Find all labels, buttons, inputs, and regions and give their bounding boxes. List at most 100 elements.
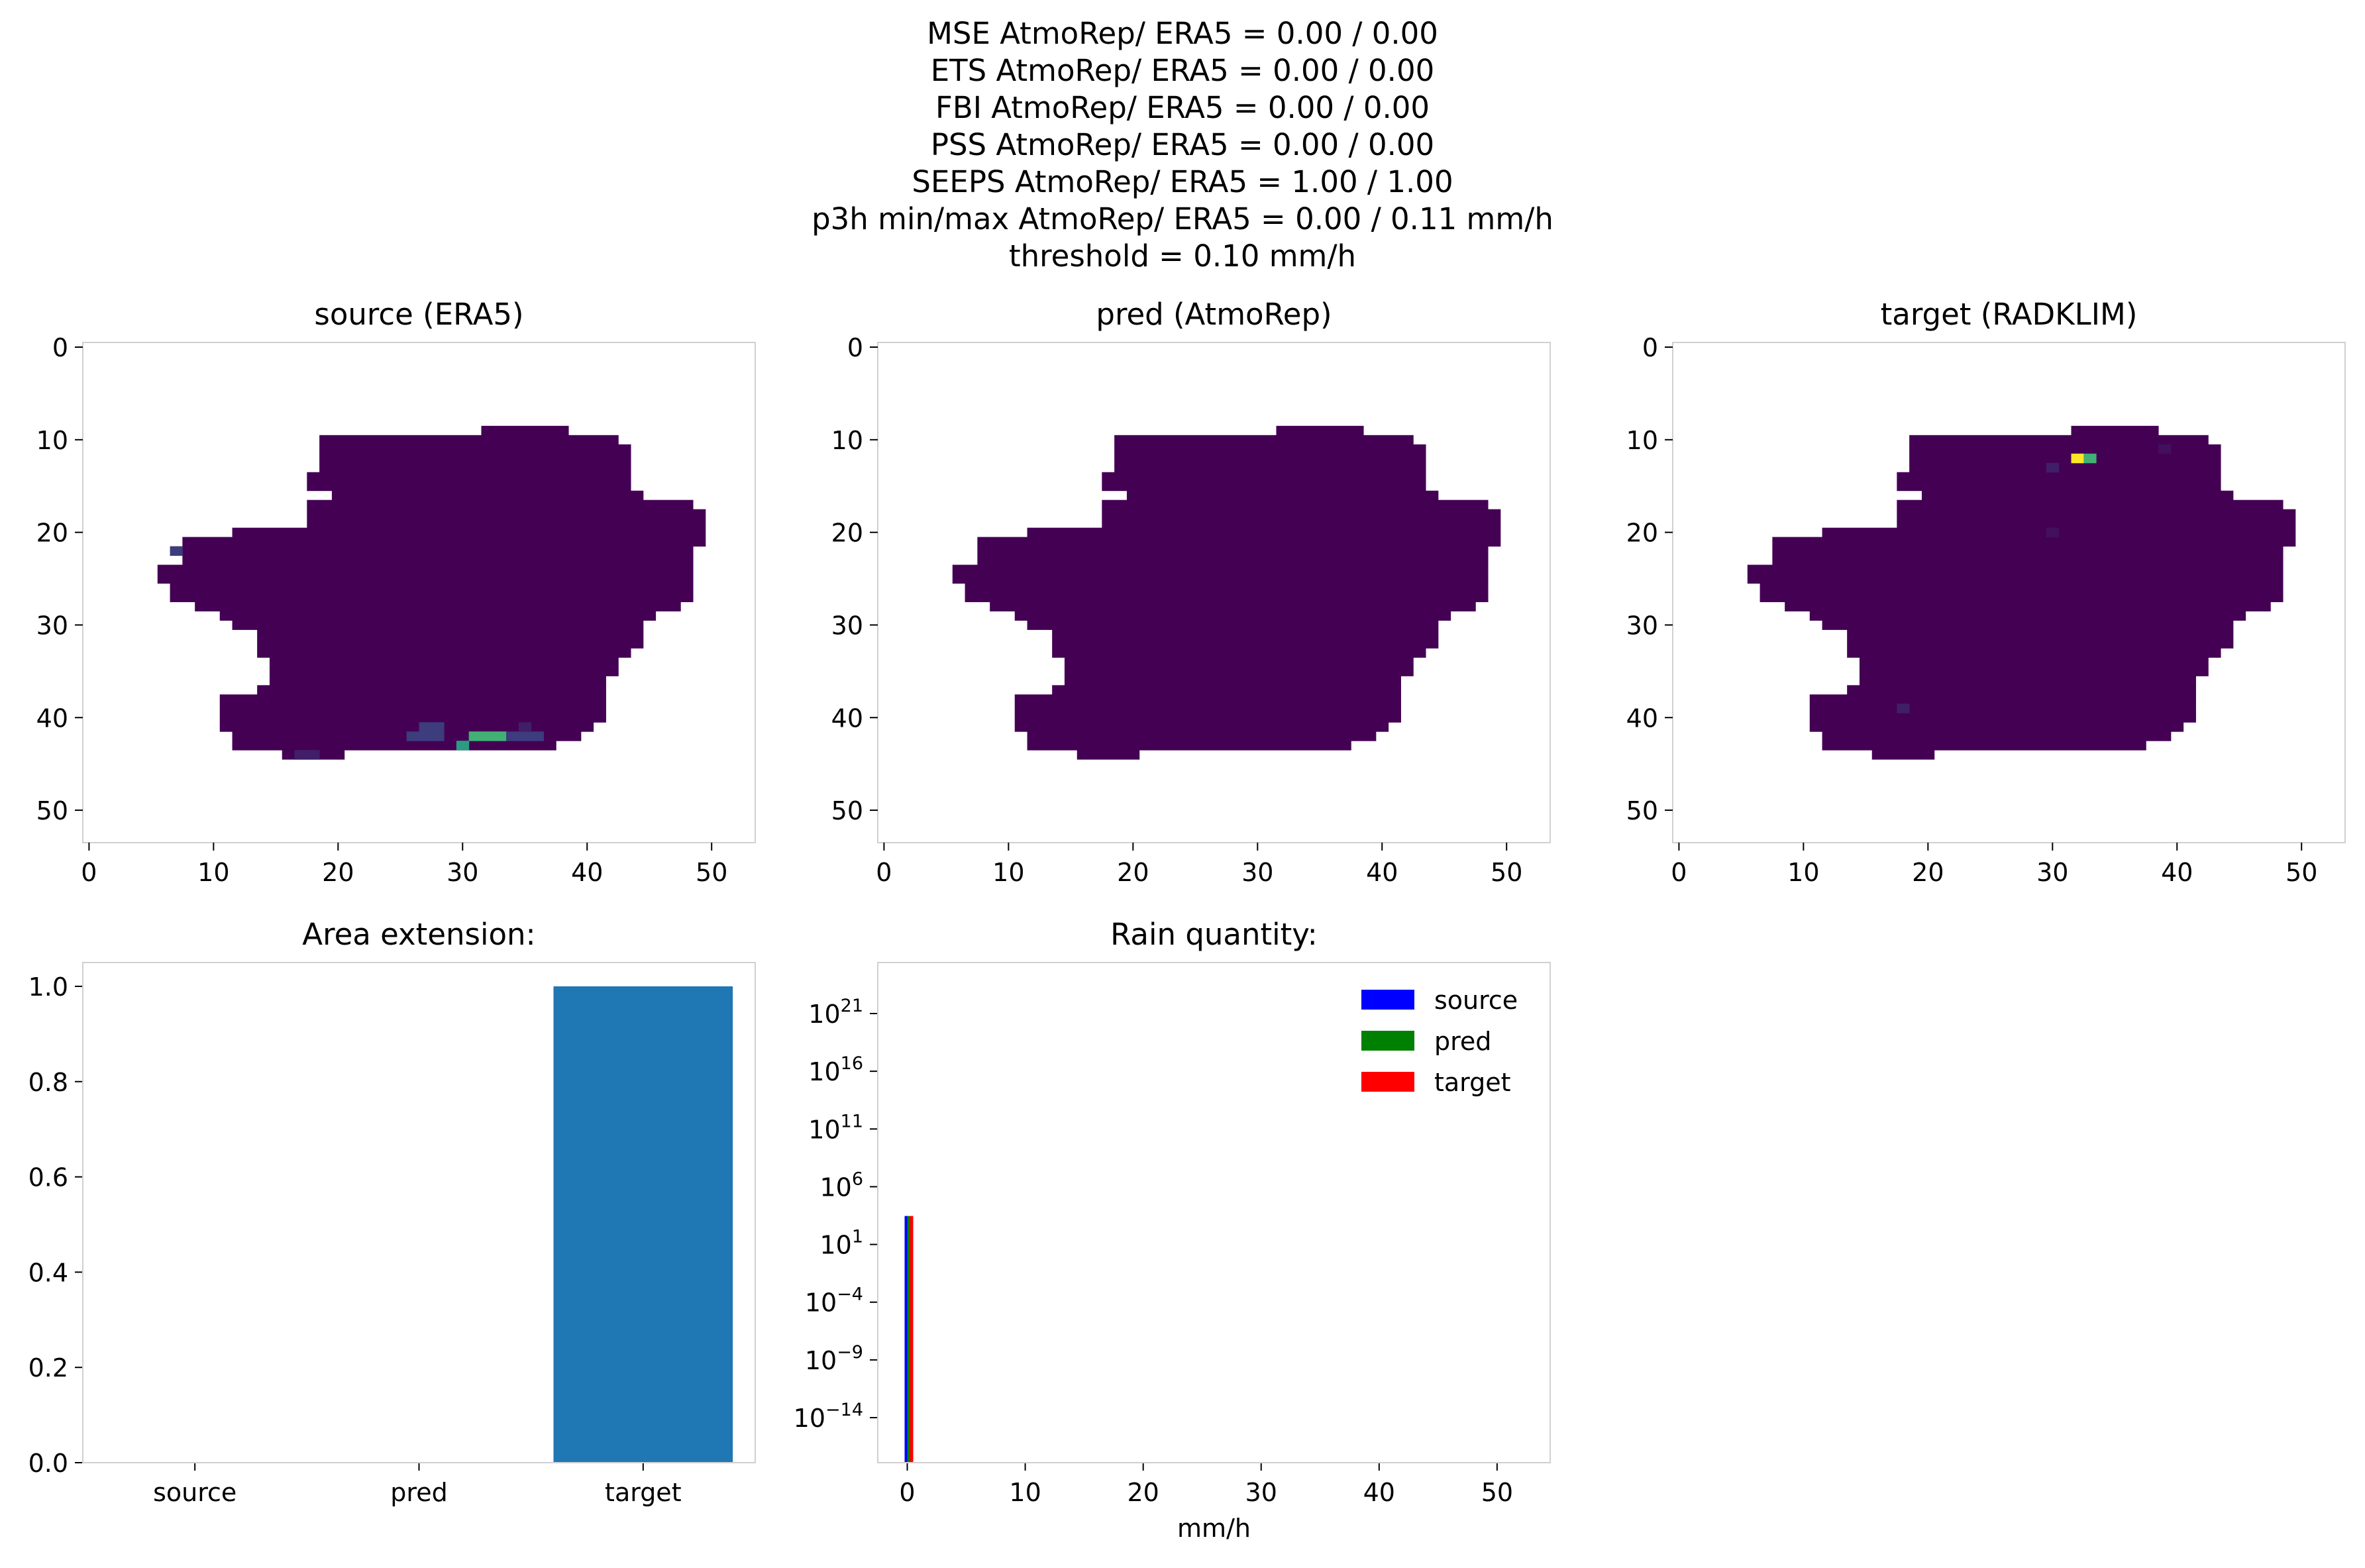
y-tick-label: 0.6 bbox=[28, 1163, 68, 1192]
axes-frame bbox=[1672, 342, 2346, 843]
x-tick-label: 40 bbox=[2161, 858, 2193, 887]
heatmap-row bbox=[1909, 435, 2209, 445]
heatmap-row bbox=[1052, 639, 1439, 649]
heatmap-row bbox=[1052, 629, 1439, 639]
heatmap-row bbox=[157, 574, 694, 584]
x-tick-label: 40 bbox=[1366, 858, 1398, 887]
heatmap-row bbox=[1785, 601, 2271, 611]
y-tick-label: 30 bbox=[831, 611, 863, 640]
legend-label: source bbox=[1434, 986, 1518, 1015]
heatmap-row bbox=[182, 546, 694, 556]
heatmap-row bbox=[1809, 704, 2196, 713]
heatmap-cell bbox=[456, 741, 470, 751]
legend-swatch-pred bbox=[1361, 1031, 1414, 1051]
heatmap-row bbox=[195, 601, 681, 611]
heatmap-cell bbox=[419, 722, 432, 732]
x-tick-label: 20 bbox=[1912, 858, 1944, 887]
heatmap-cell bbox=[468, 731, 482, 741]
heatmap-cell bbox=[506, 731, 519, 741]
y-tick-label: 1016 bbox=[808, 1053, 863, 1086]
heatmap-row bbox=[1772, 555, 2284, 566]
heatmap-row bbox=[1859, 676, 2196, 686]
heatmap-row bbox=[307, 509, 706, 519]
heatmap-row bbox=[157, 564, 694, 575]
legend-label: target bbox=[1434, 1068, 1511, 1097]
heatmap-row bbox=[1064, 676, 1401, 686]
y-tick-label: 10 bbox=[36, 426, 68, 455]
heatmap-row bbox=[965, 592, 1489, 602]
heatmap-row bbox=[1014, 611, 1451, 621]
x-tick-label: 10 bbox=[1787, 858, 1819, 887]
y-tick-label: 10 bbox=[1626, 426, 1658, 455]
heatmap-row bbox=[219, 611, 657, 621]
heatmap-cell bbox=[307, 750, 320, 760]
heatmap-row bbox=[1102, 518, 1501, 529]
heatmap-cell bbox=[2158, 444, 2172, 454]
y-tick-label: 0 bbox=[52, 333, 68, 362]
heatmap-row bbox=[1847, 639, 2234, 649]
area-extension-chart: Area extension: source pred target 0.0 0.2 0.4… bbox=[28, 917, 756, 1507]
heatmap-row bbox=[1014, 704, 1401, 713]
heatmap-row bbox=[319, 453, 631, 464]
heatmap-row bbox=[1064, 666, 1414, 676]
legend-label: pred bbox=[1434, 1027, 1491, 1056]
heatmap-row bbox=[219, 704, 606, 713]
heatmap-row bbox=[257, 639, 644, 649]
suptitle-line: FBI AtmoRep/ ERA5 = 0.00 / 0.00 bbox=[935, 90, 1430, 125]
heatmap-row bbox=[1847, 629, 2234, 639]
y-tick-label: 40 bbox=[1626, 704, 1658, 733]
y-tick-label: 106 bbox=[819, 1169, 863, 1202]
x-tick-label: 30 bbox=[1241, 858, 1273, 887]
heatmap-row bbox=[1747, 564, 2284, 575]
x-tick-label: 40 bbox=[571, 858, 603, 887]
y-tick-label: 0.0 bbox=[28, 1449, 68, 1478]
x-tick-label: 40 bbox=[1363, 1478, 1395, 1507]
y-tick-label: 50 bbox=[36, 796, 68, 825]
y-tick-label: 0 bbox=[1642, 333, 1658, 362]
heatmap-row bbox=[1052, 685, 1401, 695]
heatmap-row bbox=[1052, 648, 1426, 658]
y-tick-label: 1011 bbox=[808, 1111, 863, 1144]
heatmap-row bbox=[269, 657, 619, 667]
chart-title: Rain quantity: bbox=[1110, 917, 1318, 952]
heatmap-row bbox=[257, 629, 644, 639]
bar-target bbox=[553, 986, 733, 1463]
y-tick-label: 0 bbox=[847, 333, 863, 362]
heatmap-row bbox=[1772, 537, 2296, 547]
heatmap-row bbox=[1809, 722, 2184, 732]
x-tick-label: 10 bbox=[197, 858, 229, 887]
heatmap-panel: target (RADKLIM) 0 0 10 10 20 20 30 30 40 40 50 50 bbox=[1626, 297, 2346, 887]
heatmap-row bbox=[269, 666, 619, 676]
x-tick-label: pred bbox=[390, 1478, 447, 1507]
hist-bar-source bbox=[904, 1216, 908, 1463]
y-tick-label: 50 bbox=[831, 796, 863, 825]
y-tick-label: 101 bbox=[819, 1227, 863, 1260]
heatmap-row bbox=[1897, 481, 2221, 492]
heatmap-row bbox=[1276, 425, 1364, 436]
y-tick-label: 20 bbox=[831, 519, 863, 548]
x-tick-label: 20 bbox=[1127, 1478, 1159, 1507]
x-tick-label: 50 bbox=[1491, 858, 1522, 887]
heatmap-row bbox=[257, 648, 631, 658]
x-tick-label: 20 bbox=[1117, 858, 1149, 887]
heatmap-row bbox=[1114, 444, 1426, 454]
heatmap-row bbox=[1897, 499, 2284, 510]
heatmap-row bbox=[331, 490, 644, 501]
hist-bar-target bbox=[910, 1216, 914, 1463]
panel-title: target (RADKLIM) bbox=[1881, 297, 2138, 332]
rain-quantity-chart: Rain quantity: 0 10 20 30 40 50 mm/h 1021 1016 101… bbox=[794, 917, 1551, 1543]
y-tick-label: 1021 bbox=[808, 996, 863, 1029]
heatmap-row bbox=[1822, 620, 2234, 630]
heatmap-row bbox=[182, 537, 706, 547]
heatmap-row bbox=[232, 527, 706, 538]
y-tick-label: 40 bbox=[831, 704, 863, 733]
heatmap-row bbox=[481, 425, 569, 436]
heatmap-row bbox=[1921, 490, 2234, 501]
heatmap-row bbox=[1077, 750, 1140, 760]
suptitle-line: p3h min/max AtmoRep/ ERA5 = 0.00 / 0.11 … bbox=[812, 201, 1553, 236]
heatmap-row bbox=[1847, 648, 2221, 658]
heatmap-row bbox=[1909, 453, 2221, 464]
heatmap-cell bbox=[2046, 527, 2060, 538]
y-tick-label: 20 bbox=[36, 519, 68, 548]
